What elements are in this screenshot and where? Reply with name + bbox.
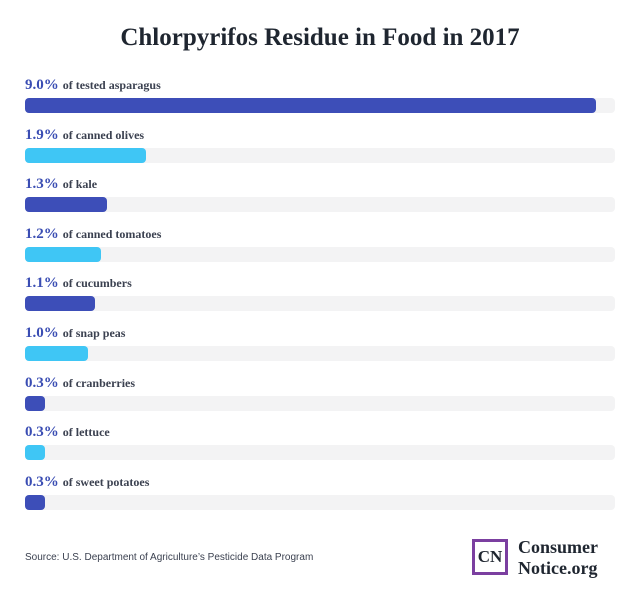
bar-track [25,98,615,113]
category-label: of kale [62,177,98,192]
bar-track [25,296,615,312]
bar-label: 0.3% of sweet potatoes [25,473,149,491]
category-label: of snap peas [62,326,126,340]
value-label: 1.2% [25,225,59,242]
consumer-notice-logo[interactable]: CN Consumer Notice.org [472,537,622,581]
bar-track [25,197,615,213]
bar [25,346,89,361]
bar-row: 0.3% of cranberries [25,374,615,424]
bar-label: 1.3% of kale [25,175,97,193]
bar-row: 1.2% of canned tomatoes [25,225,615,275]
bar-track [25,246,615,262]
bar [25,246,102,262]
bar [25,494,45,510]
logo-text-line1: Consumer [518,537,598,557]
value-label: 1.1% [25,275,59,292]
category-label: of canned tomatoes [62,226,162,241]
bar-row: 9.0% of tested asparagus [25,76,615,126]
category-label: of lettuce [62,425,110,440]
category-label: of cucumbers [62,276,132,291]
bar-track [25,147,615,163]
value-label: 1.3% [25,176,59,193]
chart-title: Chlorpyrifos Residue in Food in 2017 [120,24,520,51]
bar-label: 1.1% of cucumbers [25,274,132,292]
bar-label: 9.0% of tested asparagus [25,76,161,94]
bar-label: 0.3% of cranberries [25,374,135,392]
bar-row: 0.3% of lettuce [25,423,615,473]
value-label: 1.0% [25,325,59,341]
bar-label: 1.0% of snap peas [25,324,125,342]
bar [25,147,146,163]
bar-row: 1.0% of snap peas [25,324,615,374]
value-label: 1.9% [25,126,59,143]
bar-row: 1.9% of canned olives [25,126,615,176]
logo-text-line2: Notice.org [518,558,598,578]
category-label: of tested asparagus [62,78,161,92]
bar-track [25,346,615,361]
bar-label: 1.2% of canned tomatoes [25,225,161,243]
bar-row: 1.3% of kale [25,175,615,225]
value-label: 0.3% [25,424,59,441]
bar-label: 0.3% of lettuce [25,423,110,441]
bar-track [25,395,615,411]
bar-track [25,445,615,461]
bar [25,395,45,411]
bar [25,296,95,312]
bar-track [25,494,615,510]
bar-row: 1.1% of cucumbers [25,274,615,324]
logo-mark: CN [472,539,508,575]
value-label: 9.0% [25,77,59,93]
bar [25,98,596,113]
value-label: 0.3% [25,374,59,391]
category-label: of canned olives [62,127,145,142]
bar [25,197,108,213]
source-note: Source: U.S. Department of Agriculture’s… [25,552,314,563]
bar-row: 0.3% of sweet potatoes [25,473,615,523]
bar-label: 1.9% of canned olives [25,126,144,144]
value-label: 0.3% [25,473,59,490]
category-label: of cranberries [62,375,136,390]
category-label: of sweet potatoes [62,474,150,489]
bar [25,445,45,461]
